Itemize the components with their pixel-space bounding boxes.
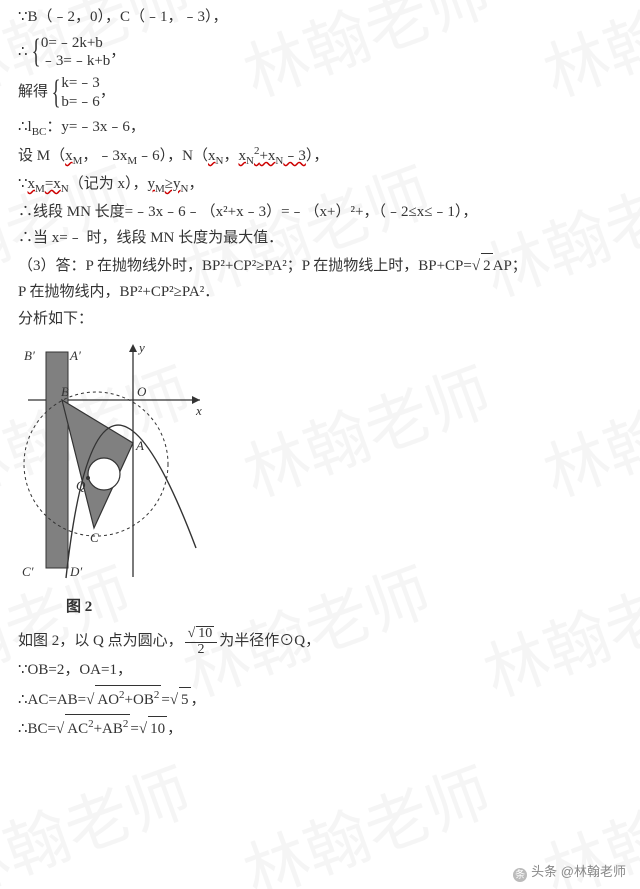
text-line: P 在抛物线内，BP²+CP²≥PA²． <box>18 280 622 306</box>
document-body: ∵B（﹣2，0），C（﹣1，﹣3）， ∴ { 0=﹣2k+b ﹣3=﹣k+b ，… <box>18 5 622 743</box>
text-line: ∴AC=AB=√AO2+OB2=√5， <box>18 685 622 714</box>
svg-text:A: A <box>135 438 144 453</box>
prefix: ∴ <box>18 40 28 66</box>
figure-caption: 图 2 <box>66 595 622 621</box>
left-brace: { <box>31 35 40 69</box>
source-attribution: 条头条 @林翰老师 <box>513 861 626 883</box>
text-line: ∴lBC：y=﹣3x﹣6， <box>18 115 622 142</box>
sys-row: b=﹣6 <box>61 93 99 112</box>
wavy-var: xM=xN <box>28 176 69 192</box>
suffix: ， <box>110 40 125 66</box>
suffix: ， <box>100 80 115 106</box>
text-line: 分析如下： <box>18 307 622 333</box>
source-icon: 条 <box>513 868 527 882</box>
prefix: 解得 <box>18 80 48 106</box>
text-line: ∵xM=xN（记为 x），yM≥yN， <box>18 172 622 199</box>
text-line: ∴线段 MN 长度=﹣3x﹣6﹣（x²+x﹣3）=﹣（x+）²+，（﹣2≤x≤﹣… <box>18 200 622 226</box>
equation-system-1: ∴ { 0=﹣2k+b ﹣3=﹣k+b ， <box>18 34 622 72</box>
svg-text:x: x <box>195 403 202 418</box>
sys-row: ﹣3=﹣k+b <box>41 52 110 71</box>
text-line: 设 M（xM，﹣3xM﹣6），N（xN，xN2+xN﹣3）， <box>18 142 622 171</box>
text-line: ∴当 x=﹣ 时，线段 MN 长度为最大值． <box>18 226 622 252</box>
svg-text:B: B <box>61 384 69 399</box>
wavy-var: xN2+xN﹣3 <box>238 148 305 164</box>
svg-text:O: O <box>137 384 147 399</box>
svg-text:Q: Q <box>76 478 86 493</box>
svg-text:y: y <box>137 340 145 355</box>
svg-text:B′: B′ <box>24 348 35 363</box>
text-line: ∵OB=2，OA=1， <box>18 658 622 684</box>
equation-system-2: 解得 { k=﹣3 b=﹣6 ， <box>18 74 622 112</box>
figure-2: y x O B B′ A′ A Q C C′ D′ 图 2 <box>18 338 622 620</box>
left-brace: { <box>52 76 61 110</box>
wavy-var: xM <box>65 148 82 164</box>
geometry-diagram: y x O B B′ A′ A Q C C′ D′ <box>18 338 208 583</box>
text-line: ∴BC=√AC2+AB2=√10， <box>18 714 622 743</box>
svg-text:A′: A′ <box>69 348 81 363</box>
text-line: （3）答：P 在抛物线外时，BP²+CP²≥PA²；P 在抛物线上时，BP+CP… <box>18 253 622 280</box>
wavy-var: yM≥yN <box>148 176 189 192</box>
sys-row: 0=﹣2k+b <box>41 34 110 53</box>
svg-text:C: C <box>90 530 99 545</box>
svg-text:C′: C′ <box>22 564 34 579</box>
svg-text:D′: D′ <box>69 564 82 579</box>
sys-row: k=﹣3 <box>61 74 99 93</box>
wavy-var: xN <box>208 148 223 164</box>
text-line: 如图 2，以 Q 点为圆心，√102为半径作⊙Q， <box>18 626 622 657</box>
text-line: ∵B（﹣2，0），C（﹣1，﹣3）， <box>18 5 622 31</box>
